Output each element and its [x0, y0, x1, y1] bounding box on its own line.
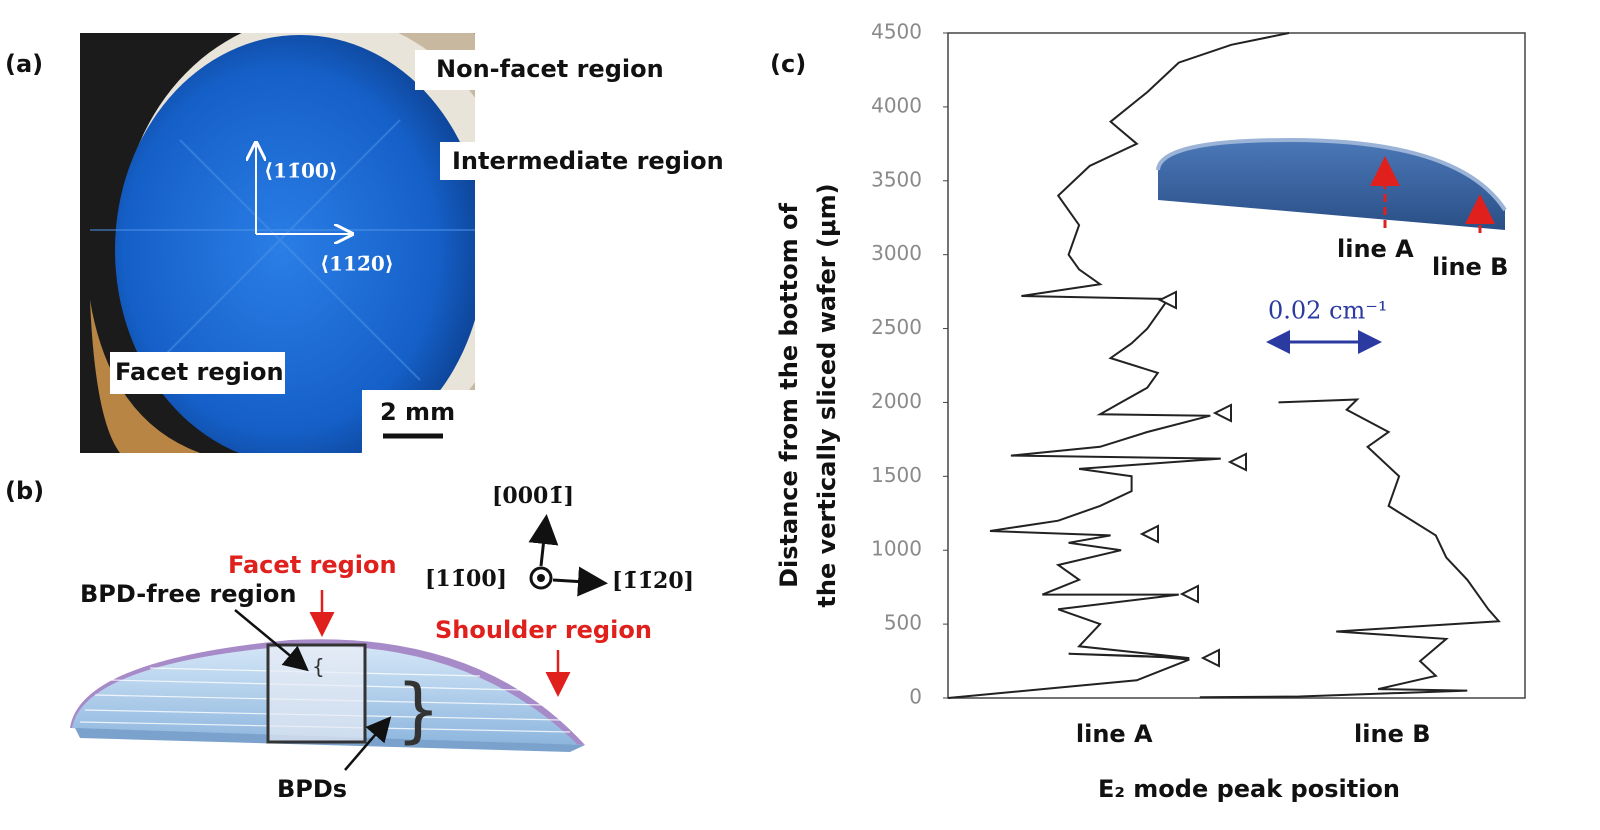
y-axis-label: Distance from the bottom of [775, 203, 803, 588]
inset-label: line A [1337, 235, 1414, 263]
scale-bar-label: 0.02 cm⁻¹ [1268, 297, 1388, 325]
trace [947, 32, 1290, 699]
trace [1199, 398, 1501, 699]
label: Facet region [228, 551, 397, 579]
axis-direction: [1̄1̄20] [612, 568, 694, 594]
y-tick-label: 4000 [871, 93, 922, 117]
x-axis-label: E₂ mode peak position [1098, 775, 1400, 803]
y-tick-label: 0 [909, 685, 922, 709]
svg-text:{: { [312, 655, 325, 679]
inset-label: line B [1432, 253, 1508, 281]
x-category-label: line B [1354, 720, 1430, 748]
plot: 0 500 1000 1500 2000 2500 3000 3500 4000 4500 Dist… [775, 20, 1526, 803]
y-tick-label: 2000 [871, 389, 922, 413]
label: Intermediate region [452, 147, 724, 175]
direction: ⟨112̄0⟩ [320, 252, 394, 276]
x-category-label: line A [1076, 720, 1153, 748]
axis-direction: [11̄00] [425, 566, 507, 592]
panel-label: (b) [5, 477, 44, 505]
y-tick-label: 500 [884, 611, 922, 635]
label: BPDs [277, 775, 347, 803]
direction: ⟨11̄00⟩ [264, 159, 338, 183]
svg-text:}: } [396, 669, 441, 751]
y-axis-label: the vertically sliced wafer (μm) [813, 183, 841, 607]
axis-direction: [0001̄] [492, 483, 574, 509]
y-tick-label: 1000 [871, 537, 922, 561]
y-tick-label: 2500 [871, 315, 922, 339]
panel-label: (c) [770, 50, 806, 78]
wafer-photo [80, 33, 475, 453]
label: Non-facet region [436, 55, 664, 83]
scale-bar-label: 2 mm [380, 398, 455, 426]
panel-label: (a) [5, 50, 43, 78]
label: BPD-free region [80, 580, 297, 608]
label: Shoulder region [435, 616, 652, 644]
y-tick-label: 3000 [871, 241, 922, 265]
y-tick-label: 4500 [871, 20, 922, 44]
plot-frame [947, 32, 1526, 699]
y-tick-label: 3500 [871, 167, 922, 191]
y-tick-label: 1500 [871, 463, 922, 487]
label: Facet region [115, 358, 284, 386]
